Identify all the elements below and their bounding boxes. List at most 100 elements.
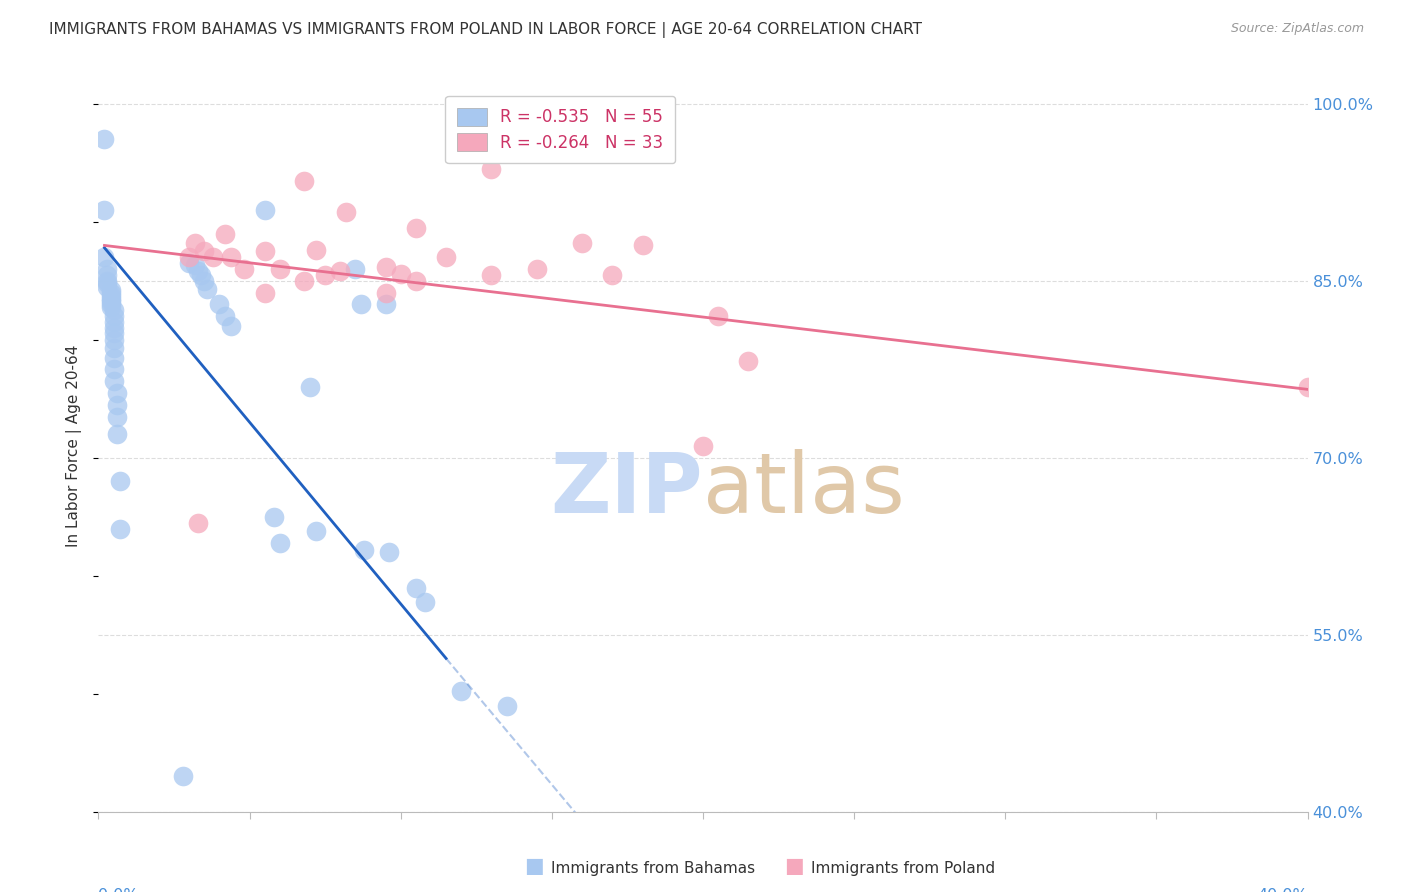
Point	[253, 202, 276, 217]
Point	[413, 595, 436, 609]
Point	[292, 173, 315, 187]
Point	[602, 268, 624, 282]
Point	[481, 268, 503, 282]
Point	[96, 274, 118, 288]
Text: ZIP: ZIP	[551, 450, 703, 531]
Point	[193, 274, 215, 288]
Point	[172, 769, 194, 783]
Point	[100, 289, 122, 303]
Point	[253, 244, 276, 259]
Point	[1296, 380, 1319, 394]
Point	[190, 268, 212, 282]
Point	[269, 262, 291, 277]
Point	[184, 236, 207, 251]
Point	[292, 274, 315, 288]
Text: Immigrants from Poland: Immigrants from Poland	[811, 861, 995, 876]
Point	[329, 264, 352, 278]
Point	[495, 698, 517, 713]
Point	[103, 310, 125, 324]
Point	[434, 250, 457, 264]
Text: atlas: atlas	[703, 450, 904, 531]
Point	[450, 684, 472, 698]
Point	[93, 202, 115, 217]
Text: 0.0%: 0.0%	[98, 888, 139, 892]
Text: 40.0%: 40.0%	[1257, 888, 1308, 892]
Point	[195, 282, 218, 296]
Point	[100, 285, 122, 300]
Point	[193, 244, 215, 259]
Point	[105, 409, 128, 424]
Point	[263, 509, 285, 524]
Text: Source: ZipAtlas.com: Source: ZipAtlas.com	[1230, 22, 1364, 36]
Point	[405, 220, 427, 235]
Point	[105, 427, 128, 442]
Point	[214, 310, 236, 324]
Point	[707, 310, 730, 324]
Point	[221, 250, 243, 264]
Text: Immigrants from Bahamas: Immigrants from Bahamas	[551, 861, 755, 876]
Point	[179, 256, 201, 270]
Text: IMMIGRANTS FROM BAHAMAS VS IMMIGRANTS FROM POLAND IN LABOR FORCE | AGE 20-64 COR: IMMIGRANTS FROM BAHAMAS VS IMMIGRANTS FR…	[49, 22, 922, 38]
Point	[571, 236, 593, 251]
Point	[232, 262, 254, 277]
Point	[100, 300, 122, 314]
Text: ■: ■	[524, 856, 544, 876]
Point	[96, 262, 118, 277]
Point	[100, 293, 122, 308]
Point	[103, 341, 125, 355]
Point	[221, 318, 243, 333]
Point	[187, 516, 209, 530]
Point	[105, 398, 128, 412]
Point	[100, 297, 122, 311]
Point	[96, 279, 118, 293]
Point	[108, 475, 131, 489]
Point	[335, 205, 357, 219]
Point	[103, 321, 125, 335]
Point	[208, 297, 231, 311]
Point	[103, 303, 125, 318]
Point	[100, 283, 122, 297]
Point	[93, 250, 115, 264]
Point	[631, 238, 654, 252]
Point	[305, 243, 328, 257]
Point	[692, 439, 714, 453]
Point	[103, 362, 125, 376]
Point	[269, 535, 291, 549]
Point	[100, 292, 122, 306]
Text: ■: ■	[785, 856, 804, 876]
Point	[374, 260, 396, 274]
Point	[103, 326, 125, 340]
Point	[202, 250, 225, 264]
Point	[305, 524, 328, 538]
Point	[253, 285, 276, 300]
Point	[184, 259, 207, 273]
Point	[344, 262, 367, 277]
Point	[299, 380, 322, 394]
Point	[103, 374, 125, 388]
Point	[737, 354, 759, 368]
Y-axis label: In Labor Force | Age 20-64: In Labor Force | Age 20-64	[66, 345, 83, 547]
Point	[350, 297, 373, 311]
Point	[103, 315, 125, 329]
Point	[526, 262, 548, 277]
Point	[374, 297, 396, 311]
Point	[179, 250, 201, 264]
Point	[108, 522, 131, 536]
Point	[187, 264, 209, 278]
Point	[314, 268, 336, 282]
Point	[93, 132, 115, 146]
Point	[103, 333, 125, 347]
Point	[103, 351, 125, 365]
Point	[389, 267, 412, 281]
Point	[374, 285, 396, 300]
Point	[353, 542, 375, 557]
Point	[96, 276, 118, 290]
Point	[377, 545, 399, 559]
Point	[96, 268, 118, 282]
Point	[405, 581, 427, 595]
Point	[481, 161, 503, 176]
Point	[214, 227, 236, 241]
Point	[105, 385, 128, 400]
Legend: R = -0.535   N = 55, R = -0.264   N = 33: R = -0.535 N = 55, R = -0.264 N = 33	[446, 96, 675, 163]
Point	[405, 274, 427, 288]
